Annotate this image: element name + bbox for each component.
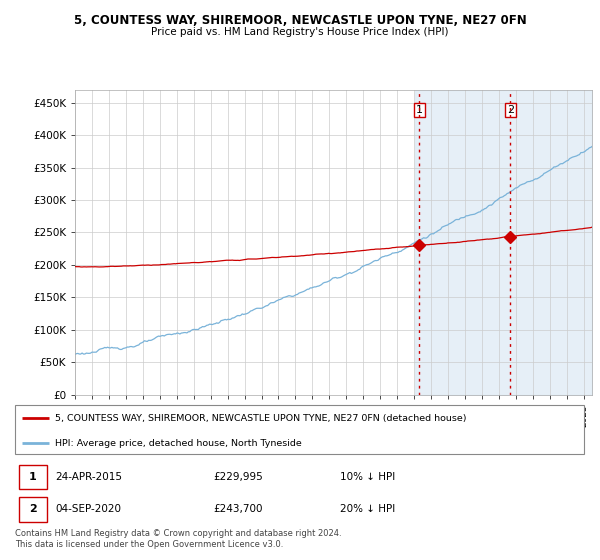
Text: 10% ↓ HPI: 10% ↓ HPI [340, 472, 395, 482]
Text: 04-SEP-2020: 04-SEP-2020 [55, 505, 121, 515]
FancyBboxPatch shape [15, 405, 584, 454]
Text: 2: 2 [29, 505, 37, 515]
Text: 2: 2 [507, 105, 514, 115]
FancyBboxPatch shape [19, 497, 47, 522]
Text: £229,995: £229,995 [214, 472, 263, 482]
Text: 1: 1 [416, 105, 423, 115]
Text: 5, COUNTESS WAY, SHIREMOOR, NEWCASTLE UPON TYNE, NE27 0FN: 5, COUNTESS WAY, SHIREMOOR, NEWCASTLE UP… [74, 14, 526, 27]
Text: HPI: Average price, detached house, North Tyneside: HPI: Average price, detached house, Nort… [55, 438, 302, 447]
Text: £243,700: £243,700 [214, 505, 263, 515]
Text: 20% ↓ HPI: 20% ↓ HPI [340, 505, 395, 515]
FancyBboxPatch shape [19, 465, 47, 489]
Text: 1: 1 [29, 472, 37, 482]
Text: Price paid vs. HM Land Registry's House Price Index (HPI): Price paid vs. HM Land Registry's House … [151, 27, 449, 37]
Text: Contains HM Land Registry data © Crown copyright and database right 2024.
This d: Contains HM Land Registry data © Crown c… [15, 529, 341, 549]
Text: 24-APR-2015: 24-APR-2015 [55, 472, 122, 482]
Text: 5, COUNTESS WAY, SHIREMOOR, NEWCASTLE UPON TYNE, NE27 0FN (detached house): 5, COUNTESS WAY, SHIREMOOR, NEWCASTLE UP… [55, 414, 467, 423]
